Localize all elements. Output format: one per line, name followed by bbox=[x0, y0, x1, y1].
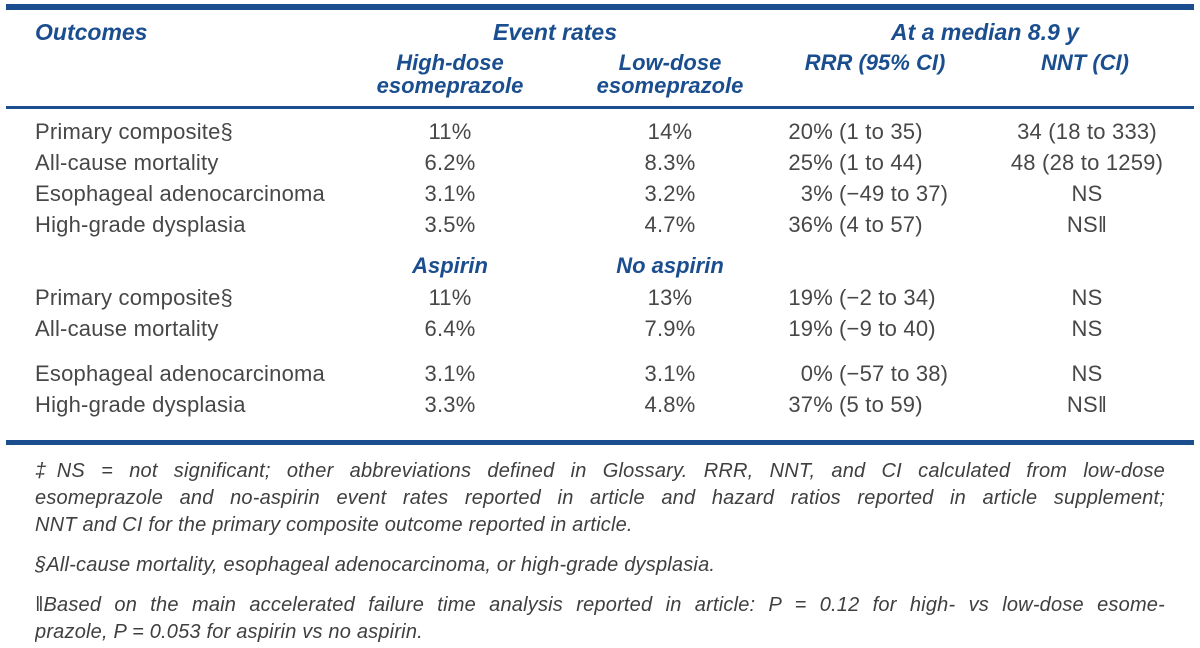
low-dose-rate: 4.7% bbox=[644, 211, 696, 237]
high-dose-line1: High-dose bbox=[396, 50, 504, 75]
rrr-ci: (5 to 59) bbox=[839, 391, 923, 417]
table-row: Primary composite§ 11% 13% 19% (−2 to 34)… bbox=[35, 282, 1165, 313]
aspirin-column-header: Aspirin bbox=[412, 253, 488, 278]
nnt-value: 48 (28 to 1259) bbox=[1010, 149, 1164, 175]
footnote-composite-definition: §All-cause mortality, esophageal adenoca… bbox=[35, 552, 1165, 579]
rrr-ci: (4 to 57) bbox=[839, 211, 923, 237]
rrr-percent: 0% bbox=[800, 360, 833, 386]
footnote-line: prazole, P = 0.053 for aspirin vs no asp… bbox=[35, 621, 423, 643]
footnote-line: esomeprazole and no-aspirin event rates … bbox=[35, 487, 1165, 509]
rrr-ci: (1 to 35) bbox=[839, 118, 923, 144]
rrr-percent: 19% bbox=[788, 315, 833, 341]
rrr-percent: 36% bbox=[788, 211, 833, 237]
outcome-label: Esophageal adenocarcinoma bbox=[35, 360, 325, 386]
rrr-ci: (−57 to 38) bbox=[839, 360, 949, 386]
rrr-value: 37% (5 to 59) bbox=[775, 392, 975, 418]
footnote-line: §All-cause mortality, esophageal adenoca… bbox=[35, 554, 716, 576]
header-separator-rule bbox=[6, 106, 1194, 109]
aspirin-rate: 3.3% bbox=[424, 391, 476, 417]
outcome-label: Primary composite§ bbox=[35, 118, 233, 144]
high-dose-rate: 3.5% bbox=[424, 211, 476, 237]
no-aspirin-column-header: No aspirin bbox=[616, 253, 724, 278]
rrr-value: 19% (−9 to 40) bbox=[775, 316, 975, 342]
no-aspirin-rate: 3.1% bbox=[644, 360, 696, 386]
outcome-label: High-grade dysplasia bbox=[35, 391, 246, 417]
aspirin-rate: 6.4% bbox=[424, 315, 476, 341]
table-row: High-grade dysplasia 3.5% 4.7% 36% (4 to … bbox=[35, 209, 1165, 240]
rrr-column-header: RRR (95% CI) bbox=[804, 50, 946, 75]
table-header: Outcomes Event rates At a median 8.9 y H… bbox=[0, 10, 1200, 106]
no-aspirin-rate: 4.8% bbox=[644, 391, 696, 417]
table-body: Primary composite§ 11% 14% 20% (1 to 35) … bbox=[0, 109, 1200, 440]
low-dose-column-header: Low-dose esomeprazole bbox=[565, 51, 775, 97]
high-dose-line2: esomeprazole bbox=[376, 73, 524, 98]
results-table: Outcomes Event rates At a median 8.9 y H… bbox=[0, 4, 1200, 646]
footnote-line: ‡NS = not significant; other abbreviatio… bbox=[35, 460, 1165, 482]
outcome-label: Esophageal adenocarcinoma bbox=[35, 180, 325, 206]
rrr-percent: 20% bbox=[788, 118, 833, 144]
table-row: Esophageal adenocarcinoma 3.1% 3.1% 0% (−… bbox=[35, 358, 1165, 389]
outcome-label: High-grade dysplasia bbox=[35, 211, 246, 237]
high-dose-column-header: High-dose esomeprazole bbox=[335, 51, 565, 97]
rrr-percent: 3% bbox=[800, 180, 833, 206]
rrr-percent: 37% bbox=[788, 391, 833, 417]
low-dose-line1: Low-dose bbox=[618, 50, 722, 75]
rrr-ci: (−2 to 34) bbox=[839, 284, 936, 310]
nnt-value: NS‖ bbox=[1066, 391, 1108, 417]
nnt-value: NS‖ bbox=[1066, 211, 1108, 237]
high-dose-rate: 3.1% bbox=[424, 180, 476, 206]
low-dose-rate: 8.3% bbox=[644, 149, 696, 175]
table-row: All-cause mortality 6.4% 7.9% 19% (−9 to … bbox=[35, 313, 1165, 344]
table-row: Primary composite§ 11% 14% 20% (1 to 35) … bbox=[35, 116, 1165, 147]
outcomes-column-header: Outcomes bbox=[35, 19, 148, 45]
footnote-abbreviations: ‡NS = not significant; other abbreviatio… bbox=[35, 458, 1165, 539]
no-aspirin-rate: 7.9% bbox=[644, 315, 696, 341]
outcome-label: All-cause mortality bbox=[35, 315, 219, 341]
footnote-line: ‖Based on the main accelerated failure t… bbox=[35, 594, 1165, 616]
nnt-value: 34 (18 to 333) bbox=[1017, 118, 1157, 144]
rrr-value: 36% (4 to 57) bbox=[775, 212, 975, 238]
high-dose-rate: 6.2% bbox=[424, 149, 476, 175]
event-rates-group-header: Event rates bbox=[492, 19, 617, 45]
aspirin-rate: 3.1% bbox=[424, 360, 476, 386]
median-group-header: At a median 8.9 y bbox=[891, 19, 1079, 45]
rrr-value: 19% (−2 to 34) bbox=[775, 285, 975, 311]
aspirin-rate: 11% bbox=[428, 284, 472, 310]
rrr-value: 3% (−49 to 37) bbox=[775, 181, 975, 207]
rrr-percent: 25% bbox=[788, 149, 833, 175]
rrr-ci: (−49 to 37) bbox=[839, 180, 949, 206]
rrr-ci: (−9 to 40) bbox=[839, 315, 936, 341]
table-row: High-grade dysplasia 3.3% 4.8% 37% (5 to … bbox=[35, 389, 1165, 420]
header-subcolumn-row: High-dose esomeprazole Low-dose esomepra… bbox=[35, 51, 1165, 106]
table-row: Esophageal adenocarcinoma 3.1% 3.2% 3% (−… bbox=[35, 178, 1165, 209]
nnt-value: NS bbox=[1071, 315, 1103, 341]
low-dose-rate: 14% bbox=[647, 118, 693, 144]
rrr-value: 20% (1 to 35) bbox=[775, 119, 975, 145]
rrr-value: 25% (1 to 44) bbox=[775, 150, 975, 176]
rrr-ci: (1 to 44) bbox=[839, 149, 923, 175]
footnote-line: NNT and CI for the primary composite out… bbox=[35, 514, 633, 536]
table-row: All-cause mortality 6.2% 8.3% 25% (1 to 4… bbox=[35, 147, 1165, 178]
top-rule bbox=[6, 4, 1194, 10]
rrr-percent: 19% bbox=[788, 284, 833, 310]
header-group-row: Outcomes Event rates At a median 8.9 y bbox=[35, 18, 1165, 46]
low-dose-line2: esomeprazole bbox=[596, 73, 744, 98]
aspirin-subheader-row: Aspirin No aspirin bbox=[35, 240, 1165, 282]
no-aspirin-rate: 13% bbox=[647, 284, 693, 310]
nnt-value: NS bbox=[1071, 180, 1103, 206]
nnt-column-header: NNT (CI) bbox=[1041, 50, 1129, 75]
nnt-value: NS bbox=[1071, 360, 1103, 386]
footer-separator-rule bbox=[6, 440, 1194, 445]
low-dose-rate: 3.2% bbox=[644, 180, 696, 206]
rrr-value: 0% (−57 to 38) bbox=[775, 361, 975, 387]
high-dose-rate: 11% bbox=[428, 118, 472, 144]
outcome-label: Primary composite§ bbox=[35, 284, 233, 310]
outcome-label: All-cause mortality bbox=[35, 149, 219, 175]
nnt-value: NS bbox=[1071, 284, 1103, 310]
footnotes: ‡NS = not significant; other abbreviatio… bbox=[0, 445, 1200, 646]
footnote-analysis: ‖Based on the main accelerated failure t… bbox=[35, 592, 1165, 646]
